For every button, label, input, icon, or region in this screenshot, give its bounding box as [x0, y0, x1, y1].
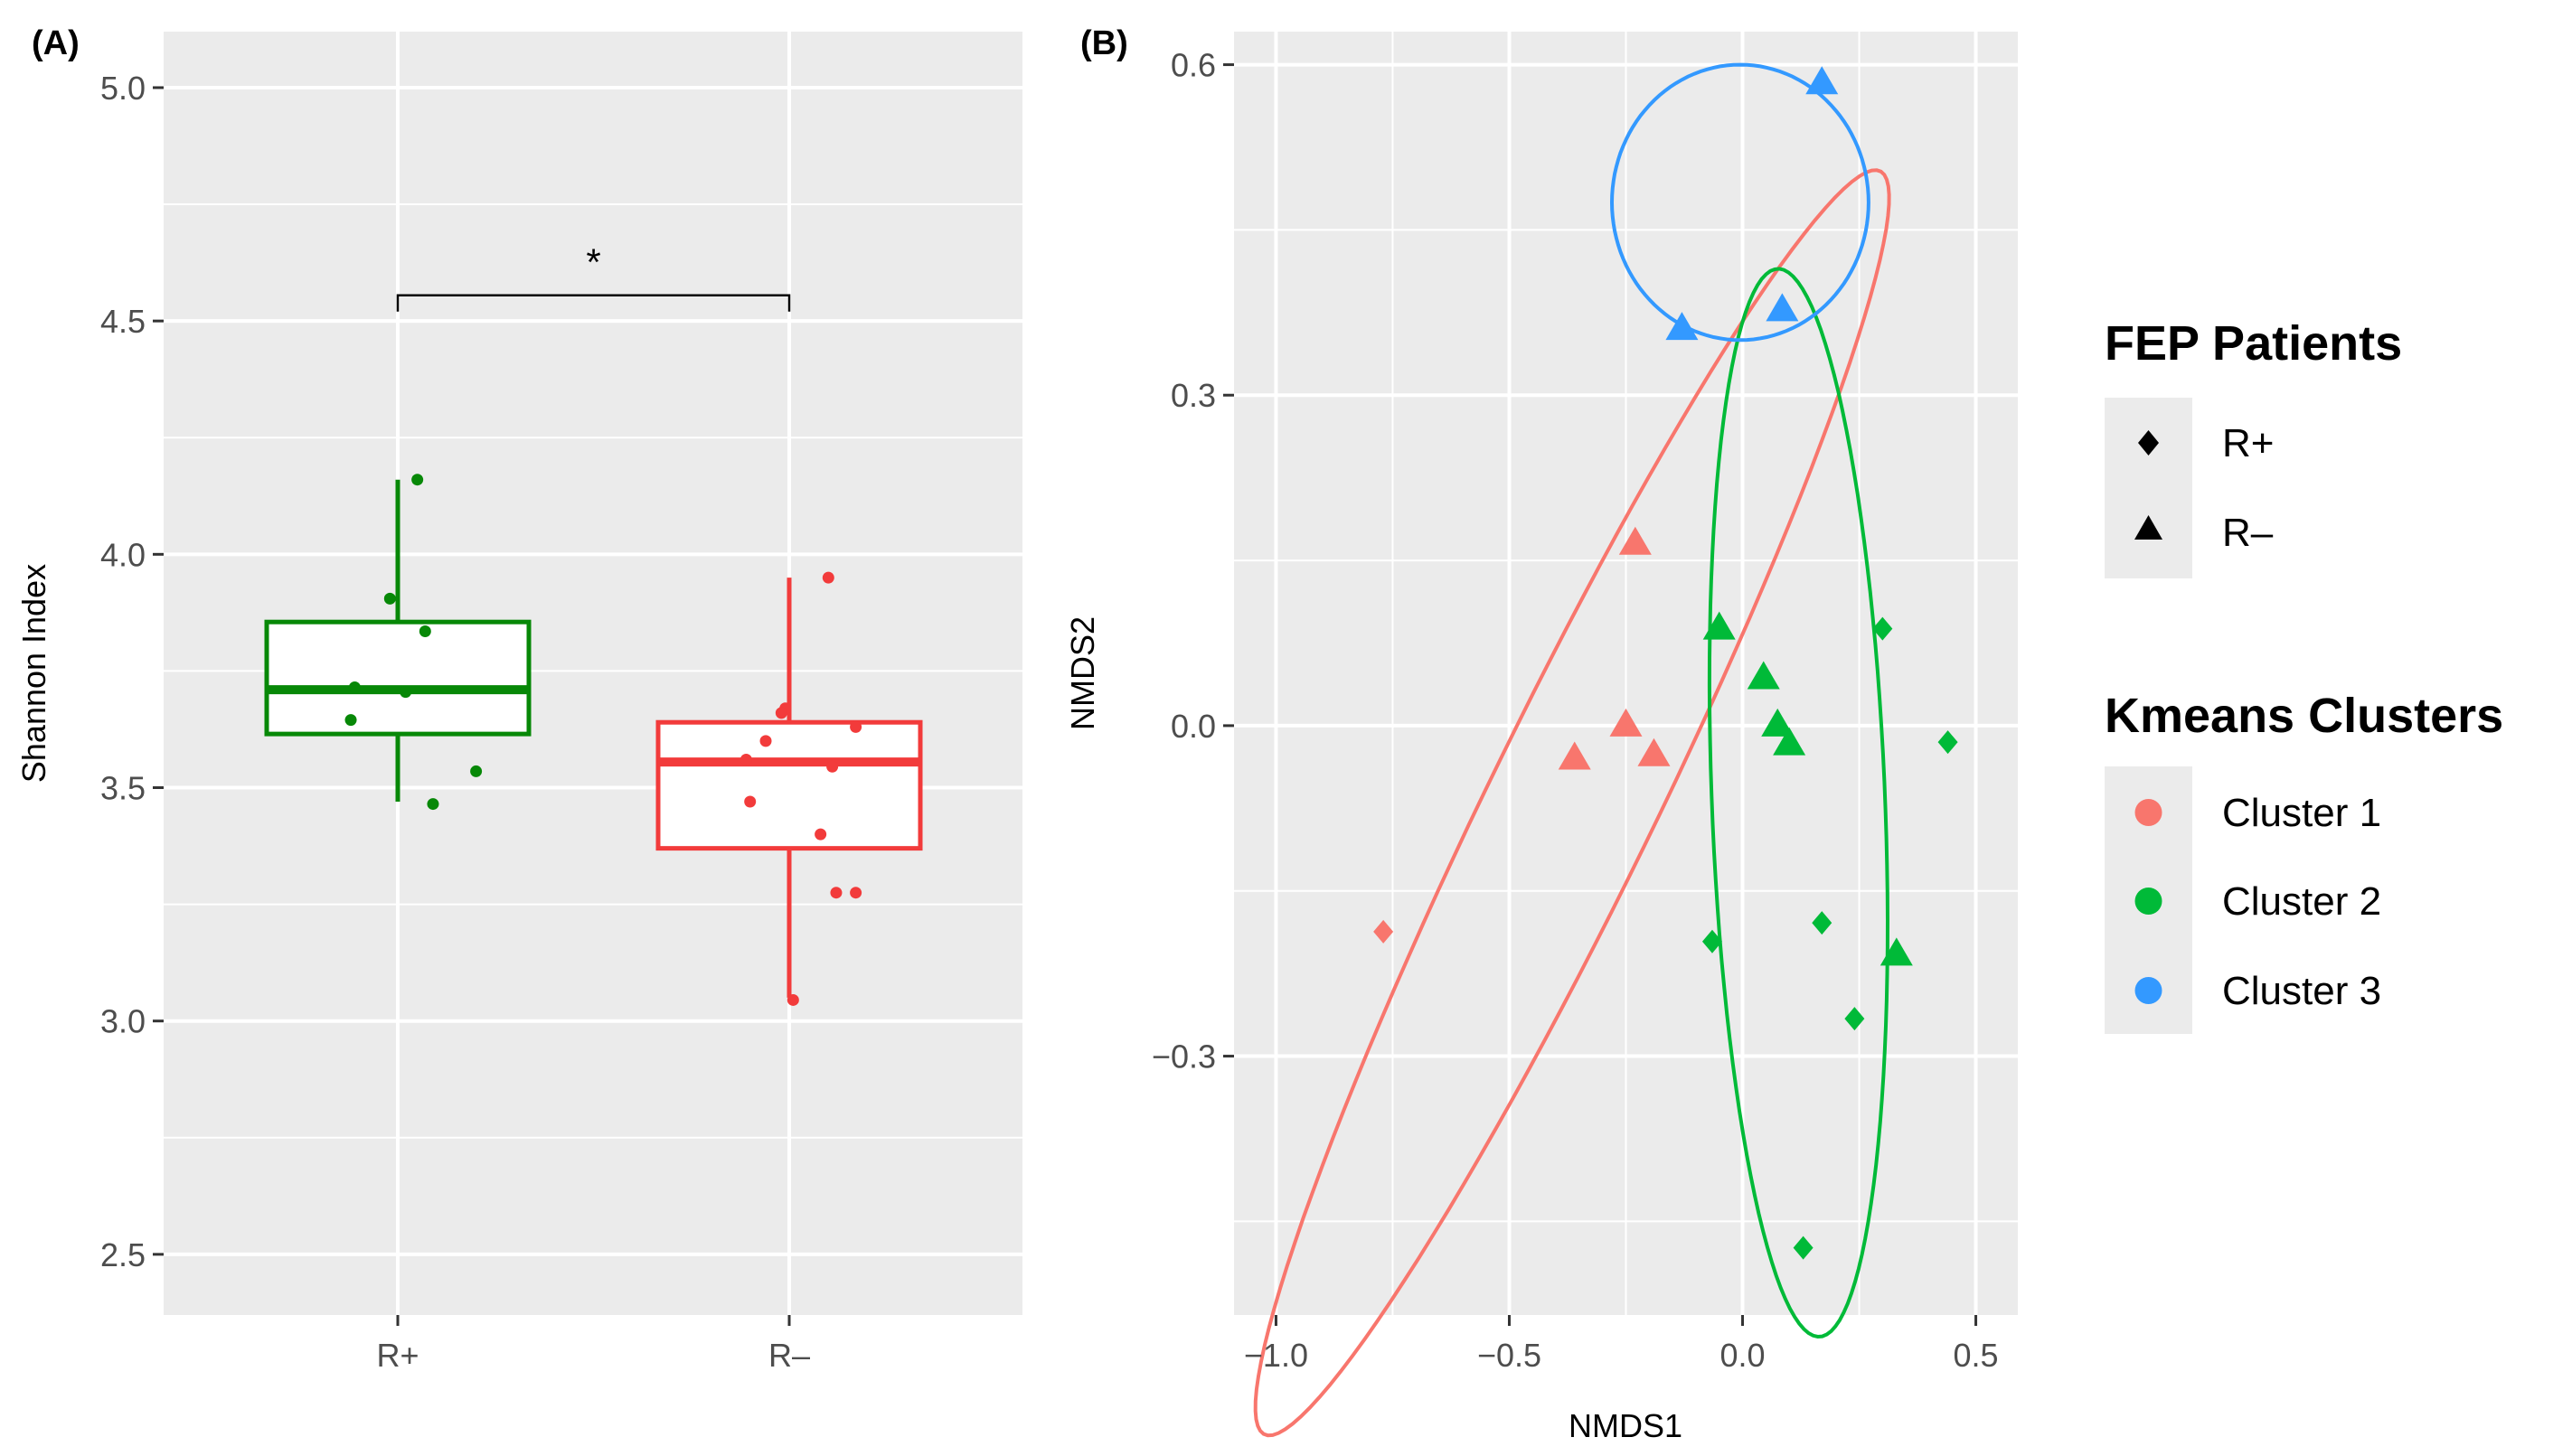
- triangle-point: [1747, 661, 1780, 690]
- data-point: [400, 686, 412, 699]
- legend-cluster-1-dot: [2134, 799, 2162, 826]
- significance-label: *: [586, 241, 600, 284]
- y-tick-label: 3.0: [100, 1003, 146, 1040]
- data-point: [344, 714, 357, 727]
- data-point: [850, 720, 862, 733]
- panel-b: −0.3 0.0 0.3 0.6 −1.0 −0.5 0.0 0.5 (B) NMDS1 N…: [1064, 24, 2018, 1444]
- panel-a-y-axis-title: Shannon Index: [15, 564, 52, 783]
- y-tick-label: 3.5: [100, 770, 146, 807]
- panel-b-y-axis-title: NMDS2: [1064, 616, 1101, 730]
- data-point: [348, 681, 361, 693]
- legend-diamond-icon: [2138, 430, 2159, 456]
- legend: FEP Patients R+ R– Kmeans Clusters Clust…: [2105, 316, 2503, 1034]
- cluster-1-ellipse: [1253, 168, 1891, 1438]
- legend-shape-label-r-plus: R+: [2222, 421, 2274, 465]
- legend-triangle-icon: [2134, 515, 2162, 540]
- triangle-point: [1805, 66, 1839, 95]
- x-tick-label: −0.5: [1477, 1337, 1541, 1374]
- triangle-point: [1618, 526, 1652, 555]
- x-tick-label: 0.5: [1954, 1337, 1999, 1374]
- triangle-point: [1637, 737, 1671, 766]
- cluster-ellipses: [1253, 62, 1891, 1438]
- panel-a-y-ticks: 2.5 3.0 3.5 4.0 4.5 5.0: [100, 70, 164, 1273]
- data-point: [419, 625, 431, 638]
- data-point: [826, 760, 839, 773]
- legend-color-title: Kmeans Clusters: [2105, 689, 2503, 743]
- triangle-point: [1558, 741, 1591, 770]
- panel-b-points: [1373, 66, 1958, 1260]
- panel-b-x-axis-title: NMDS1: [1569, 1407, 1682, 1444]
- legend-cluster-2-label: Cluster 2: [2222, 879, 2381, 924]
- panel-b-x-ticks: −1.0 −0.5 0.0 0.5: [1244, 1315, 1999, 1374]
- box-iqr: [655, 719, 923, 851]
- y-tick-label: −0.3: [1152, 1038, 1216, 1076]
- triangle-point: [1665, 312, 1699, 341]
- data-point: [822, 571, 834, 584]
- legend-cluster-1-label: Cluster 1: [2222, 791, 2381, 835]
- data-point: [759, 735, 772, 747]
- panel-a-x-ticks: R+ R–: [376, 1315, 810, 1374]
- triangle-point: [1880, 937, 1913, 966]
- legend-shape-title: FEP Patients: [2105, 316, 2402, 371]
- x-tick-label: R+: [376, 1337, 419, 1374]
- x-tick-label: 0.0: [1719, 1337, 1765, 1374]
- boxplot-r-plus: [264, 479, 532, 802]
- y-tick-label: 0.6: [1171, 47, 1216, 84]
- legend-shape-label-r-minus: R–: [2222, 511, 2274, 555]
- diamond-point: [1793, 1235, 1814, 1260]
- cluster-2-ellipse: [1707, 267, 1890, 1339]
- triangle-point: [1773, 727, 1806, 756]
- triangle-point: [1761, 708, 1795, 737]
- legend-cluster-2-dot: [2134, 888, 2162, 915]
- y-tick-label: 0.3: [1171, 377, 1216, 414]
- diamond-point: [1701, 929, 1722, 953]
- x-tick-label: −1.0: [1244, 1337, 1308, 1374]
- legend-shape-keys-bg: [2105, 398, 2192, 578]
- panel-a: * 2.5 3.0 3.5 4.0 4.5 5.0 R+ R– (A) Shannon In…: [15, 24, 1022, 1374]
- diamond-point: [1373, 919, 1394, 944]
- data-point: [411, 474, 424, 486]
- y-tick-label: 2.5: [100, 1236, 146, 1273]
- triangle-point: [1702, 611, 1736, 640]
- panel-a-points: [344, 474, 862, 1006]
- data-point: [470, 765, 483, 777]
- diamond-point: [1872, 616, 1893, 641]
- diamond-point: [1844, 1007, 1865, 1031]
- panel-a-boxplots: [264, 479, 923, 998]
- data-point: [775, 707, 787, 719]
- diamond-point: [1812, 911, 1832, 935]
- panel-a-label: (A): [32, 24, 80, 62]
- data-point: [815, 828, 827, 841]
- data-point: [744, 795, 757, 808]
- x-tick-label: R–: [768, 1337, 810, 1374]
- data-point: [383, 592, 396, 605]
- triangle-point: [1609, 708, 1643, 737]
- legend-cluster-3-label: Cluster 3: [2222, 969, 2381, 1013]
- data-point: [830, 887, 843, 899]
- y-tick-label: 0.0: [1171, 708, 1216, 745]
- boxplot-r-minus: [655, 578, 923, 998]
- significance-bracket: *: [396, 241, 791, 312]
- y-tick-label: 4.5: [100, 303, 146, 340]
- data-point: [740, 754, 752, 766]
- cluster-3-ellipse: [1609, 62, 1870, 343]
- triangle-point: [1766, 293, 1799, 322]
- y-tick-label: 4.0: [100, 536, 146, 573]
- panel-b-y-ticks: −0.3 0.0 0.3 0.6: [1152, 47, 1234, 1076]
- bracket-line: [396, 294, 791, 312]
- data-point: [850, 887, 862, 899]
- data-point: [427, 798, 439, 811]
- y-tick-label: 5.0: [100, 70, 146, 107]
- legend-cluster-3-dot: [2134, 977, 2162, 1004]
- diamond-point: [1937, 730, 1958, 755]
- box-iqr: [264, 619, 532, 737]
- panel-b-label: (B): [1080, 24, 1128, 62]
- data-point: [787, 993, 799, 1006]
